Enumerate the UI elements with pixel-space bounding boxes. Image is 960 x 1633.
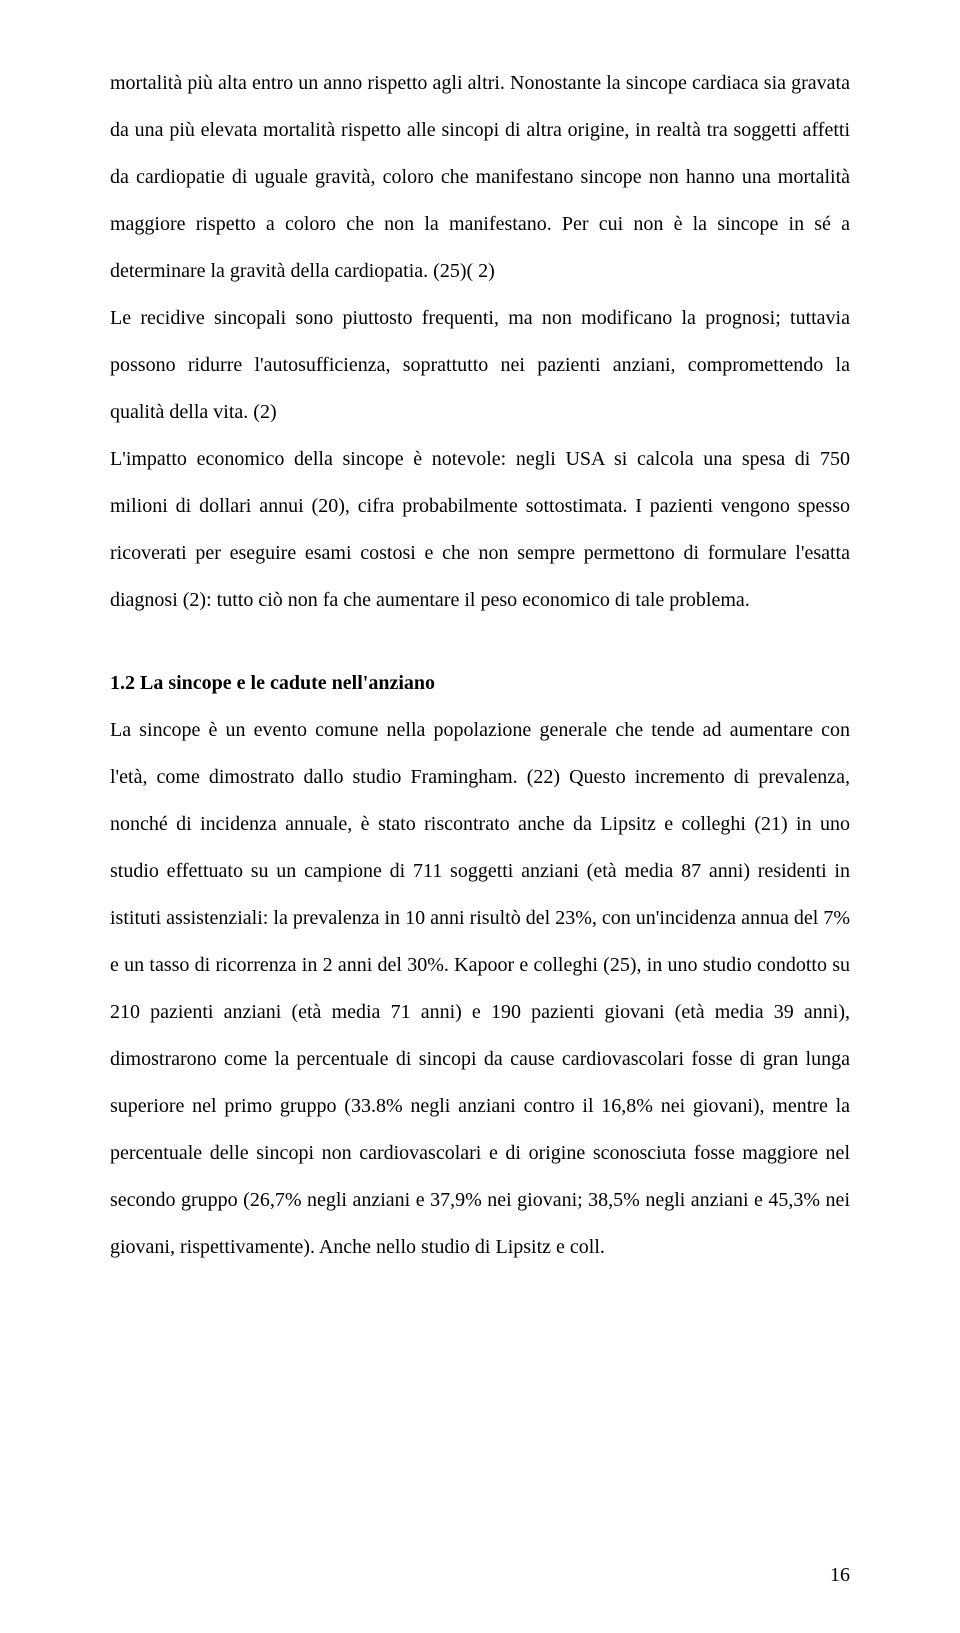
paragraph-3: L'impatto economico della sincope è note…	[110, 436, 850, 624]
paragraph-2: Le recidive sincopali sono piuttosto fre…	[110, 295, 850, 436]
section-heading: 1.2 La sincope e le cadute nell'anziano	[110, 624, 850, 707]
paragraph-4: La sincope è un evento comune nella popo…	[110, 707, 850, 1271]
page-number: 16	[830, 1564, 850, 1587]
paragraph-1: mortalità più alta entro un anno rispett…	[110, 60, 850, 295]
document-page: mortalità più alta entro un anno rispett…	[0, 0, 960, 1633]
